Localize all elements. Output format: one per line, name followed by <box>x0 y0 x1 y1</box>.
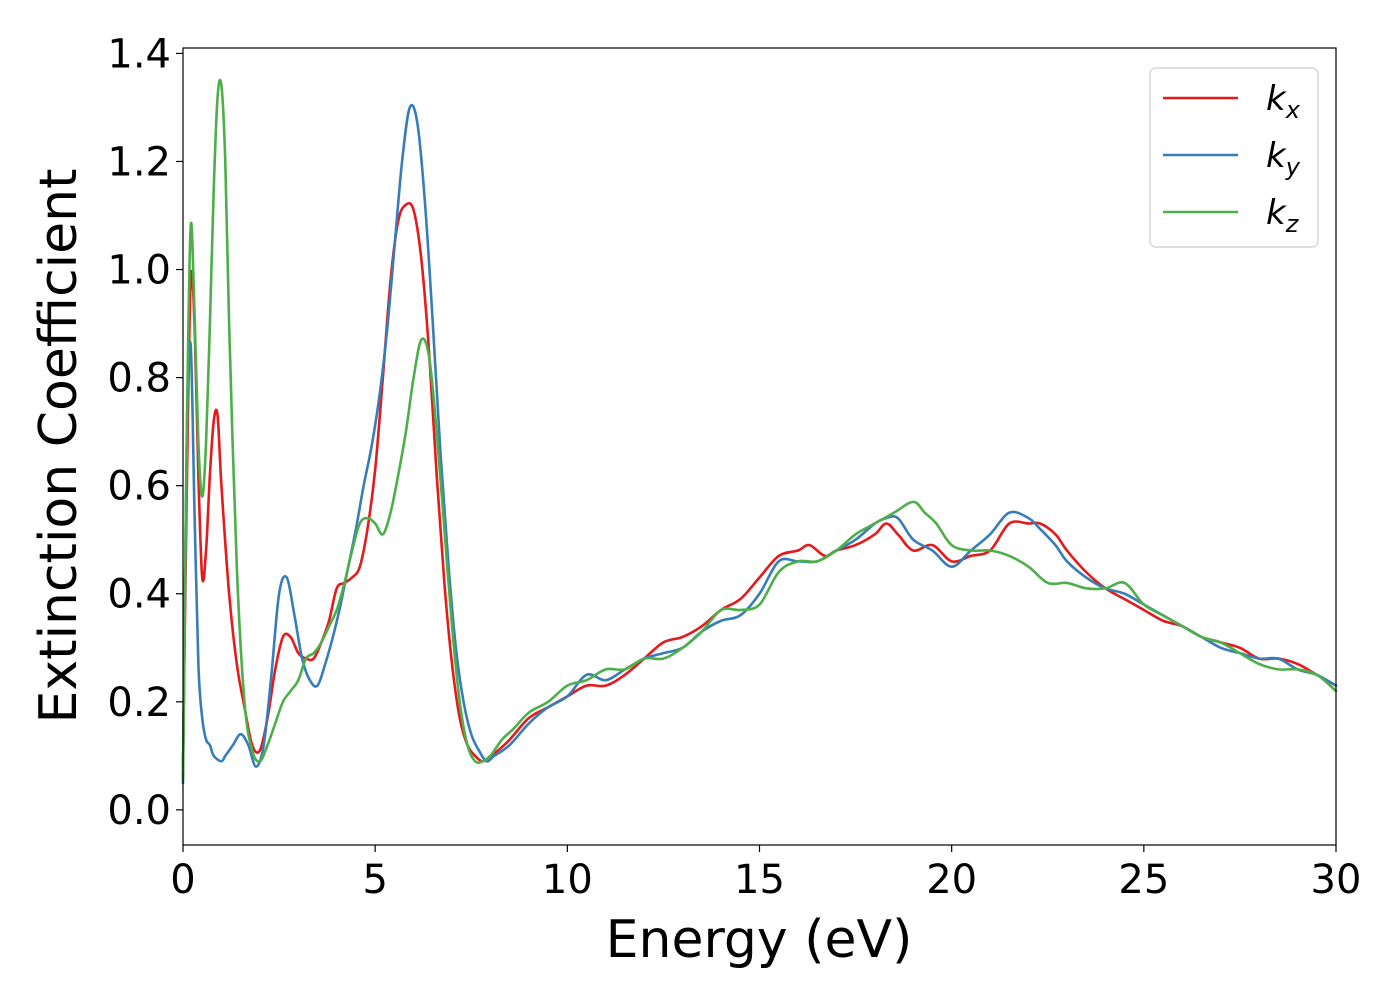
y-axis-title: Extinction Coefficient <box>29 169 89 724</box>
series-layer <box>181 78 1338 785</box>
legend-label-z: kz <box>1266 193 1300 238</box>
x-tick-label: 15 <box>734 857 785 903</box>
x-tick-label: 10 <box>542 857 593 903</box>
x-tick-label: 0 <box>170 857 195 903</box>
y-tick-label: 0.0 <box>107 788 171 834</box>
series-line-z <box>181 78 1338 779</box>
legend-label-x: kx <box>1266 79 1301 124</box>
y-axis: 0.0 0.2 0.4 0.6 0.8 1.0 1.2 1.4 <box>107 31 183 834</box>
legend-box <box>1149 67 1319 248</box>
y-tick-label: 1.0 <box>107 248 171 294</box>
y-tick-label: 0.4 <box>107 572 171 618</box>
x-axis: 0 5 10 15 20 25 30 <box>170 845 1361 903</box>
x-tick-label: 25 <box>1118 857 1169 903</box>
y-tick-label: 0.6 <box>107 464 171 510</box>
y-tick-label: 1.2 <box>107 139 171 185</box>
y-tick-label: 0.8 <box>107 356 171 402</box>
x-tick-label: 20 <box>926 857 977 903</box>
x-axis-title: Energy (eV) <box>606 910 913 970</box>
y-tick-label: 0.2 <box>107 680 171 726</box>
y-tick-label: 1.4 <box>107 31 171 77</box>
legend: kx ky kz <box>1149 67 1319 248</box>
x-tick-label: 5 <box>362 857 387 903</box>
x-tick-label: 30 <box>1311 857 1362 903</box>
legend-label-y: ky <box>1266 136 1301 181</box>
series-line-y <box>181 103 1338 785</box>
